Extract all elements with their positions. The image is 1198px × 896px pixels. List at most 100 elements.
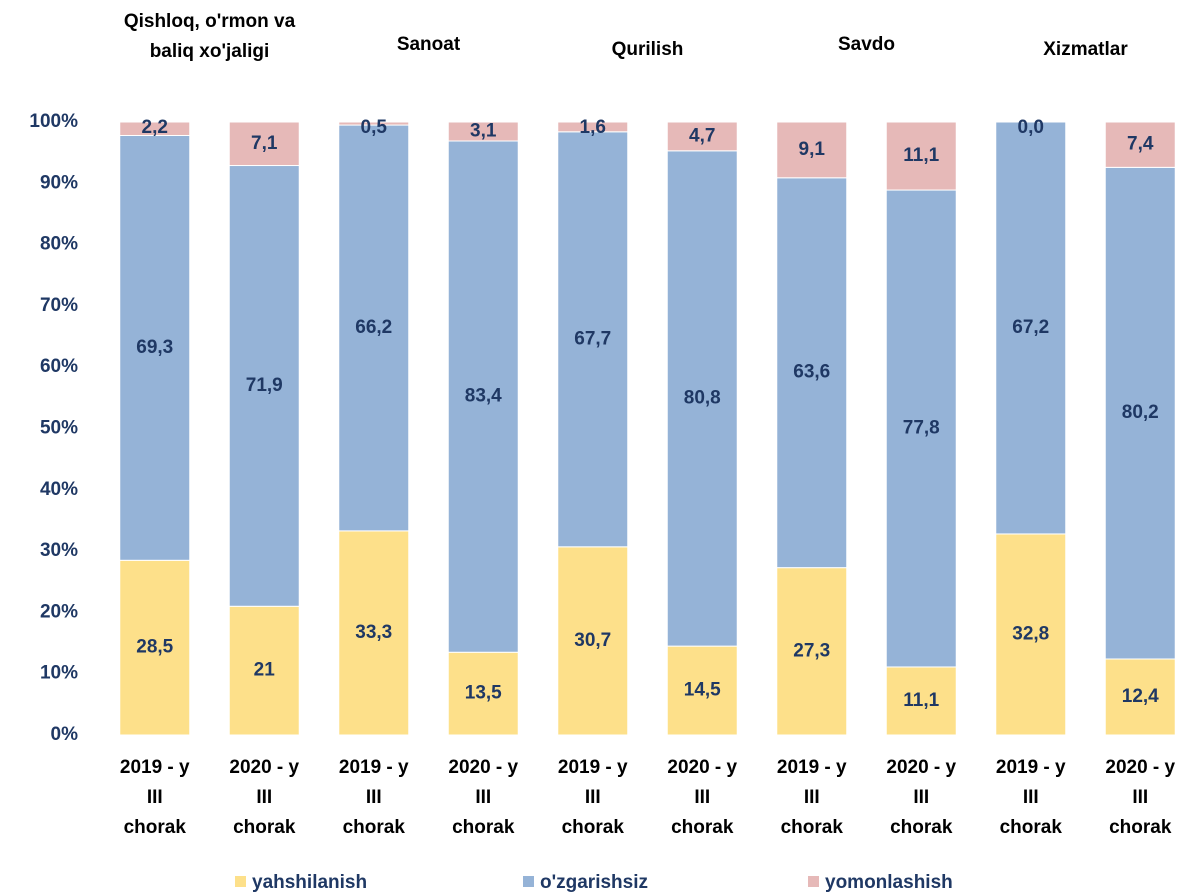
legend-label: yahshilanish [252,872,367,893]
value-label: 4,7 [689,125,715,146]
bar-segment [228,165,300,607]
x-tick-label: chorak [671,817,734,838]
x-tick-label: III [1023,787,1039,808]
bar-segment [1104,658,1176,736]
legend-label: o'zgarishsiz [540,872,648,893]
bar-segment [995,121,1067,535]
value-label: 67,7 [574,328,611,349]
x-tick-label: III [913,787,929,808]
value-label: 33,3 [355,622,392,643]
value-label: 21 [254,660,276,681]
y-tick-label: 30% [40,540,78,561]
y-tick-label: 50% [40,418,78,439]
x-tick-label: chorak [562,817,625,838]
value-label: 28,5 [136,637,173,658]
x-tick-label: 2019 - y [120,757,190,778]
value-label: 14,5 [684,680,721,701]
value-label: 63,6 [793,362,830,383]
group-label: Sanoat [397,34,461,55]
value-label: 2,2 [142,117,168,138]
value-label: 71,9 [246,375,283,396]
x-tick-label: III [585,787,601,808]
x-tick-label: chorak [781,817,844,838]
bar-segment [776,177,848,569]
bar-segment [228,121,300,167]
value-label: 0,0 [1018,117,1044,138]
x-tick-label: III [804,787,820,808]
y-tick-label: 70% [40,295,78,316]
value-label: 30,7 [574,630,611,651]
legend-swatch [523,876,534,887]
x-tick-label: chorak [1000,817,1063,838]
value-label: 80,8 [684,387,721,408]
bar-segment [119,559,191,736]
x-tick-label: chorak [233,817,296,838]
bar-segment [447,140,519,653]
group-label: Savdo [838,34,895,55]
x-tick-label: III [694,787,710,808]
x-tick-label: 2020 - y [229,757,299,778]
y-tick-label: 20% [40,601,78,622]
x-tick-label: chorak [1109,817,1172,838]
legend-swatch [235,876,246,887]
x-tick-label: III [1132,787,1148,808]
bar-segment [557,121,629,133]
bar-segment [338,124,410,532]
x-tick-label: chorak [343,817,406,838]
x-tick-label: III [366,787,382,808]
y-tick-label: 10% [40,663,78,684]
x-tick-label: chorak [452,817,515,838]
y-tick-label: 90% [40,172,78,193]
x-tick-label: 2020 - y [1105,757,1175,778]
bar-segment [995,533,1067,736]
value-label: 1,6 [580,117,606,138]
value-label: 11,1 [903,145,939,166]
bar-segment [228,605,300,736]
legend-label: yomonlashish [825,872,953,893]
bar-segment [1104,166,1176,660]
bar-segment [776,567,848,736]
bar-segment [1104,121,1176,168]
x-tick-label: III [256,787,272,808]
x-tick-label: 2019 - y [777,757,847,778]
bar-segment [338,121,410,126]
bar-segment [338,530,410,736]
x-tick-label: 2019 - y [996,757,1066,778]
bar-segment [447,121,519,142]
y-tick-label: 0% [51,724,79,745]
value-label: 69,3 [136,337,173,358]
value-label: 7,1 [251,133,278,154]
bar-segment [666,121,738,152]
value-label: 0,5 [361,117,388,138]
value-label: 83,4 [465,386,502,407]
value-label: 80,2 [1122,402,1159,423]
x-tick-label: 2020 - y [886,757,956,778]
value-label: 77,8 [903,418,940,439]
bar-segment [776,121,848,179]
value-label: 12,4 [1122,686,1159,707]
bar-segment [557,131,629,548]
value-label: 67,2 [1012,317,1049,338]
group-label: baliq xo'jaligi [150,41,270,62]
value-label: 66,2 [355,317,392,338]
value-label: 11,1 [903,690,939,711]
bar-segment [885,121,957,191]
y-tick-label: 40% [40,479,78,500]
value-label: 3,1 [470,121,497,142]
value-label: 13,5 [465,683,502,704]
x-tick-label: 2019 - y [339,757,409,778]
x-tick-label: chorak [890,817,953,838]
x-tick-label: 2020 - y [667,757,737,778]
y-tick-label: 100% [29,111,78,132]
bar-segment [666,645,738,736]
legend-swatch [808,876,819,887]
bar-segment [666,150,738,647]
bar-segment [119,134,191,561]
bar-segment [119,121,191,136]
group-label: Qurilish [612,39,684,60]
x-tick-label: 2020 - y [448,757,518,778]
value-label: 7,4 [1127,134,1154,155]
value-label: 32,8 [1012,623,1049,644]
bar-segment [885,189,957,668]
